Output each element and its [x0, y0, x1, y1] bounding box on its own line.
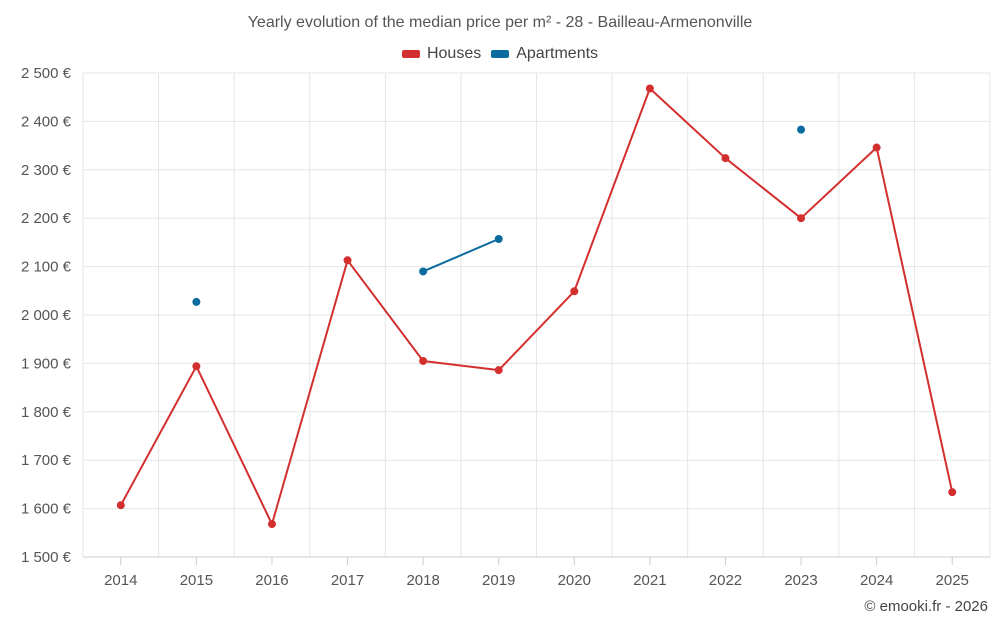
legend-item-houses[interactable]: Houses	[401, 45, 482, 63]
x-tick-label-2023: 2023	[784, 572, 817, 589]
y-axis: 1 500 € 1 600 € 1 700 € 1 800 € 1 900 € 2 000…	[21, 65, 72, 566]
y-tick-label-2300: 2 300 €	[21, 162, 72, 179]
data-point-houses-2025	[948, 488, 957, 497]
grid	[82, 72, 991, 558]
y-tick-label-2500: 2 500 €	[21, 65, 72, 82]
x-tick-label-2019: 2019	[482, 572, 515, 589]
data-point-houses-2015	[192, 362, 201, 371]
y-tick-label-1700: 1 700 €	[21, 452, 72, 469]
x-tick-label-2020: 2020	[558, 572, 591, 589]
data-point-houses-2024	[872, 143, 881, 152]
y-tick-label-1800: 1 800 €	[21, 404, 72, 421]
data-point-houses-2023	[797, 214, 806, 223]
x-tick-label-2022: 2022	[709, 572, 742, 589]
data-point-apartments-2019	[494, 235, 503, 244]
data-point-houses-2022	[721, 154, 730, 163]
x-tick-label-2016: 2016	[255, 572, 288, 589]
y-tick-label-2000: 2 000 €	[21, 307, 72, 324]
data-point-houses-2021	[645, 84, 654, 93]
x-tick-label-2024: 2024	[860, 572, 893, 589]
y-tick-label-1600: 1 600 €	[21, 501, 72, 518]
x-tick-label-2025: 2025	[936, 572, 969, 589]
y-tick-label-1500: 1 500 €	[21, 549, 72, 566]
x-tick-label-2018: 2018	[406, 572, 439, 589]
series-line-apartments-1	[422, 238, 500, 273]
data-point-houses-2017	[343, 256, 352, 265]
credit: © emooki.fr - 2026	[864, 598, 988, 615]
data-point-houses-2020	[570, 287, 579, 296]
legend-label-houses: Houses	[426, 45, 482, 62]
data-point-houses-2014	[116, 501, 125, 510]
x-tick-label-2014: 2014	[104, 572, 137, 589]
y-tick-label-2200: 2 200 €	[21, 210, 72, 227]
x-tick-label-2015: 2015	[180, 572, 213, 589]
series-layer	[116, 84, 957, 529]
data-point-houses-2019	[494, 366, 503, 375]
x-tick-label-2021: 2021	[633, 572, 666, 589]
data-point-houses-2016	[267, 520, 276, 529]
x-tick-label-2017: 2017	[331, 572, 364, 589]
x-axis: 2014 2015 2016 2017 2018 2019 2020 2021 2022 2023…	[83, 556, 990, 589]
legend-swatch-apartments	[491, 50, 510, 58]
data-point-apartments-2023	[797, 125, 806, 134]
y-tick-label-2400: 2 400 €	[21, 113, 72, 130]
y-tick-label-2100: 2 100 €	[21, 259, 72, 276]
data-point-houses-2018	[419, 356, 428, 365]
y-tick-label-1900: 1 900 €	[21, 355, 72, 372]
series-line-houses-0	[119, 87, 954, 526]
legend: Houses Apartments	[0, 45, 1000, 63]
legend-item-apartments[interactable]: Apartments	[491, 45, 598, 63]
legend-label-apartments: Apartments	[516, 45, 599, 62]
data-point-apartments-2018	[419, 267, 428, 276]
data-point-apartments-2015	[192, 297, 201, 306]
chart-title: Yearly evolution of the median price per…	[247, 14, 753, 31]
legend-swatch-houses	[401, 50, 420, 58]
